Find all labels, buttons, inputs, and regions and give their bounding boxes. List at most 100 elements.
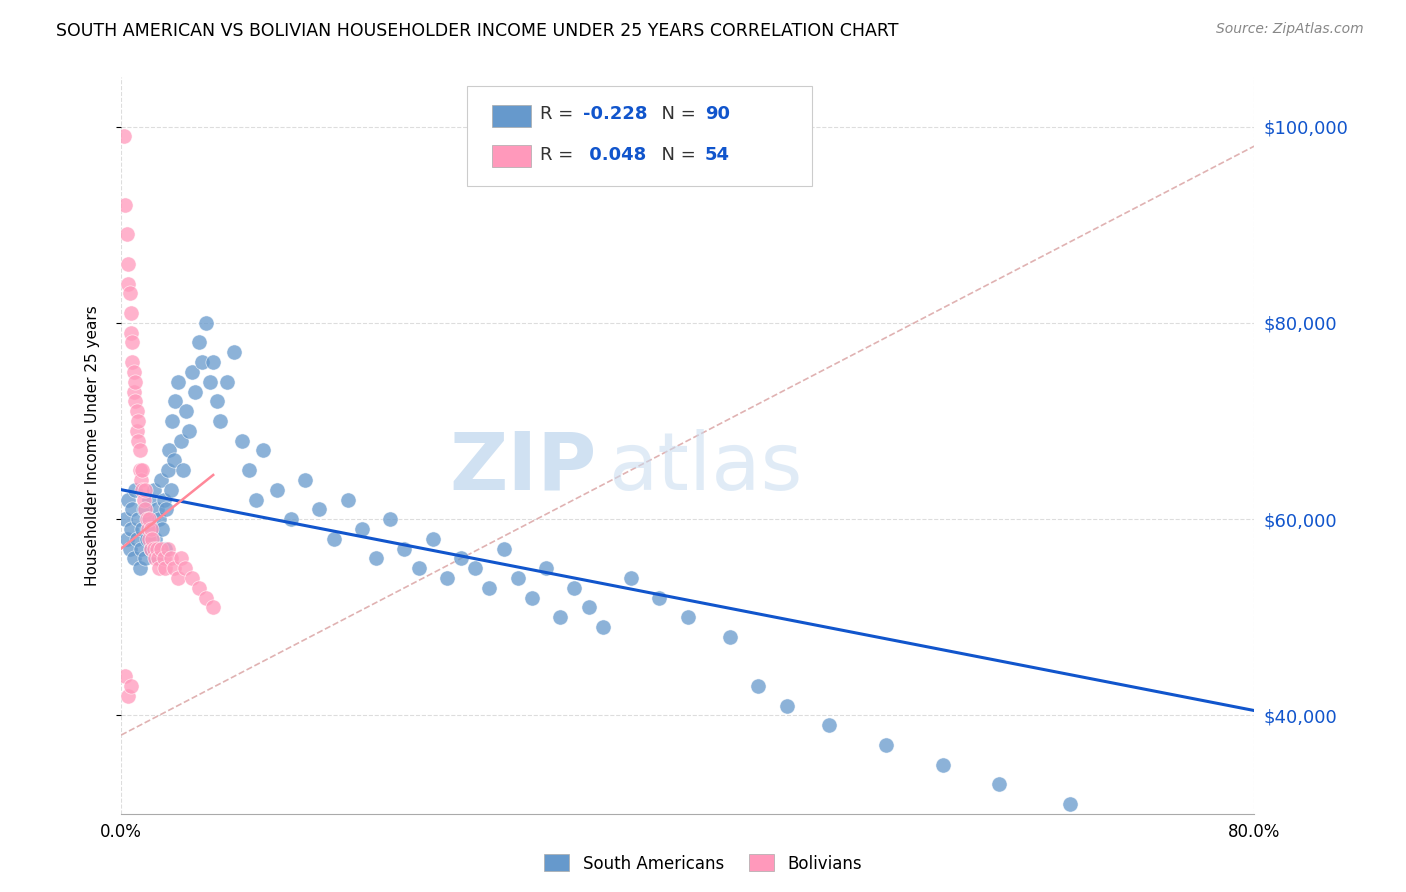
- Point: [224, 345, 246, 359]
- Point: [308, 502, 330, 516]
- Point: [336, 492, 359, 507]
- Point: [148, 512, 170, 526]
- Point: [127, 512, 149, 526]
- Point: [118, 286, 141, 301]
- Point: [202, 600, 225, 615]
- Point: [380, 512, 402, 526]
- Point: [207, 394, 229, 409]
- Point: [648, 591, 671, 605]
- Point: [134, 502, 156, 516]
- Point: [160, 414, 183, 428]
- Point: [322, 532, 344, 546]
- Point: [117, 689, 139, 703]
- Point: [166, 375, 188, 389]
- Point: [520, 591, 543, 605]
- Text: Source: ZipAtlas.com: Source: ZipAtlas.com: [1216, 22, 1364, 37]
- Point: [124, 375, 146, 389]
- Point: [120, 326, 142, 340]
- Point: [115, 532, 138, 546]
- Point: [117, 277, 139, 291]
- Point: [124, 483, 146, 497]
- Point: [120, 306, 142, 320]
- Point: [145, 502, 167, 516]
- Point: [156, 463, 179, 477]
- Point: [117, 492, 139, 507]
- Text: atlas: atlas: [609, 428, 803, 507]
- Point: [135, 532, 157, 546]
- Point: [146, 551, 169, 566]
- Point: [266, 483, 288, 497]
- Point: [676, 610, 699, 624]
- Point: [875, 738, 897, 752]
- Y-axis label: Householder Income Under 25 years: Householder Income Under 25 years: [86, 305, 100, 586]
- Point: [163, 394, 186, 409]
- Point: [131, 522, 153, 536]
- Point: [148, 561, 170, 575]
- Point: [153, 541, 176, 556]
- Text: ZIP: ZIP: [450, 428, 598, 507]
- Point: [184, 384, 207, 399]
- Point: [156, 541, 179, 556]
- Point: [122, 365, 145, 379]
- Point: [138, 492, 160, 507]
- Legend: South Americans, Bolivians: South Americans, Bolivians: [537, 847, 869, 880]
- Point: [191, 355, 214, 369]
- Point: [394, 541, 416, 556]
- Point: [112, 129, 135, 144]
- Point: [188, 581, 211, 595]
- Point: [153, 561, 176, 575]
- Point: [209, 414, 232, 428]
- Point: [142, 541, 165, 556]
- Point: [564, 581, 586, 595]
- Point: [169, 434, 191, 448]
- Point: [152, 492, 174, 507]
- Point: [422, 532, 444, 546]
- Point: [121, 502, 143, 516]
- Point: [129, 473, 152, 487]
- Point: [139, 522, 162, 536]
- Point: [181, 365, 204, 379]
- Point: [174, 404, 197, 418]
- Point: [157, 443, 180, 458]
- Point: [172, 463, 194, 477]
- Point: [162, 453, 184, 467]
- Point: [128, 443, 150, 458]
- Point: [931, 757, 953, 772]
- Point: [450, 551, 472, 566]
- Point: [195, 316, 218, 330]
- Point: [117, 257, 139, 271]
- Point: [143, 532, 166, 546]
- Point: [136, 512, 159, 526]
- Point: [128, 463, 150, 477]
- Point: [578, 600, 600, 615]
- Point: [492, 541, 515, 556]
- Point: [141, 522, 163, 536]
- Point: [776, 698, 799, 713]
- Point: [136, 522, 159, 536]
- Point: [592, 620, 614, 634]
- Point: [146, 551, 169, 566]
- Point: [129, 541, 152, 556]
- Point: [114, 669, 136, 683]
- Point: [135, 512, 157, 526]
- Point: [125, 404, 148, 418]
- Text: R =: R =: [540, 145, 579, 164]
- Point: [200, 375, 222, 389]
- Point: [718, 630, 741, 644]
- Point: [173, 561, 195, 575]
- Text: 54: 54: [704, 145, 730, 164]
- Point: [139, 541, 162, 556]
- Point: [131, 463, 153, 477]
- Text: R =: R =: [540, 105, 579, 123]
- Point: [245, 492, 267, 507]
- Point: [548, 610, 571, 624]
- Point: [134, 483, 156, 497]
- Point: [132, 502, 155, 516]
- Point: [988, 777, 1011, 791]
- Point: [120, 522, 142, 536]
- Point: [149, 473, 172, 487]
- Point: [132, 492, 155, 507]
- Point: [747, 679, 769, 693]
- Point: [122, 384, 145, 399]
- Point: [118, 541, 141, 556]
